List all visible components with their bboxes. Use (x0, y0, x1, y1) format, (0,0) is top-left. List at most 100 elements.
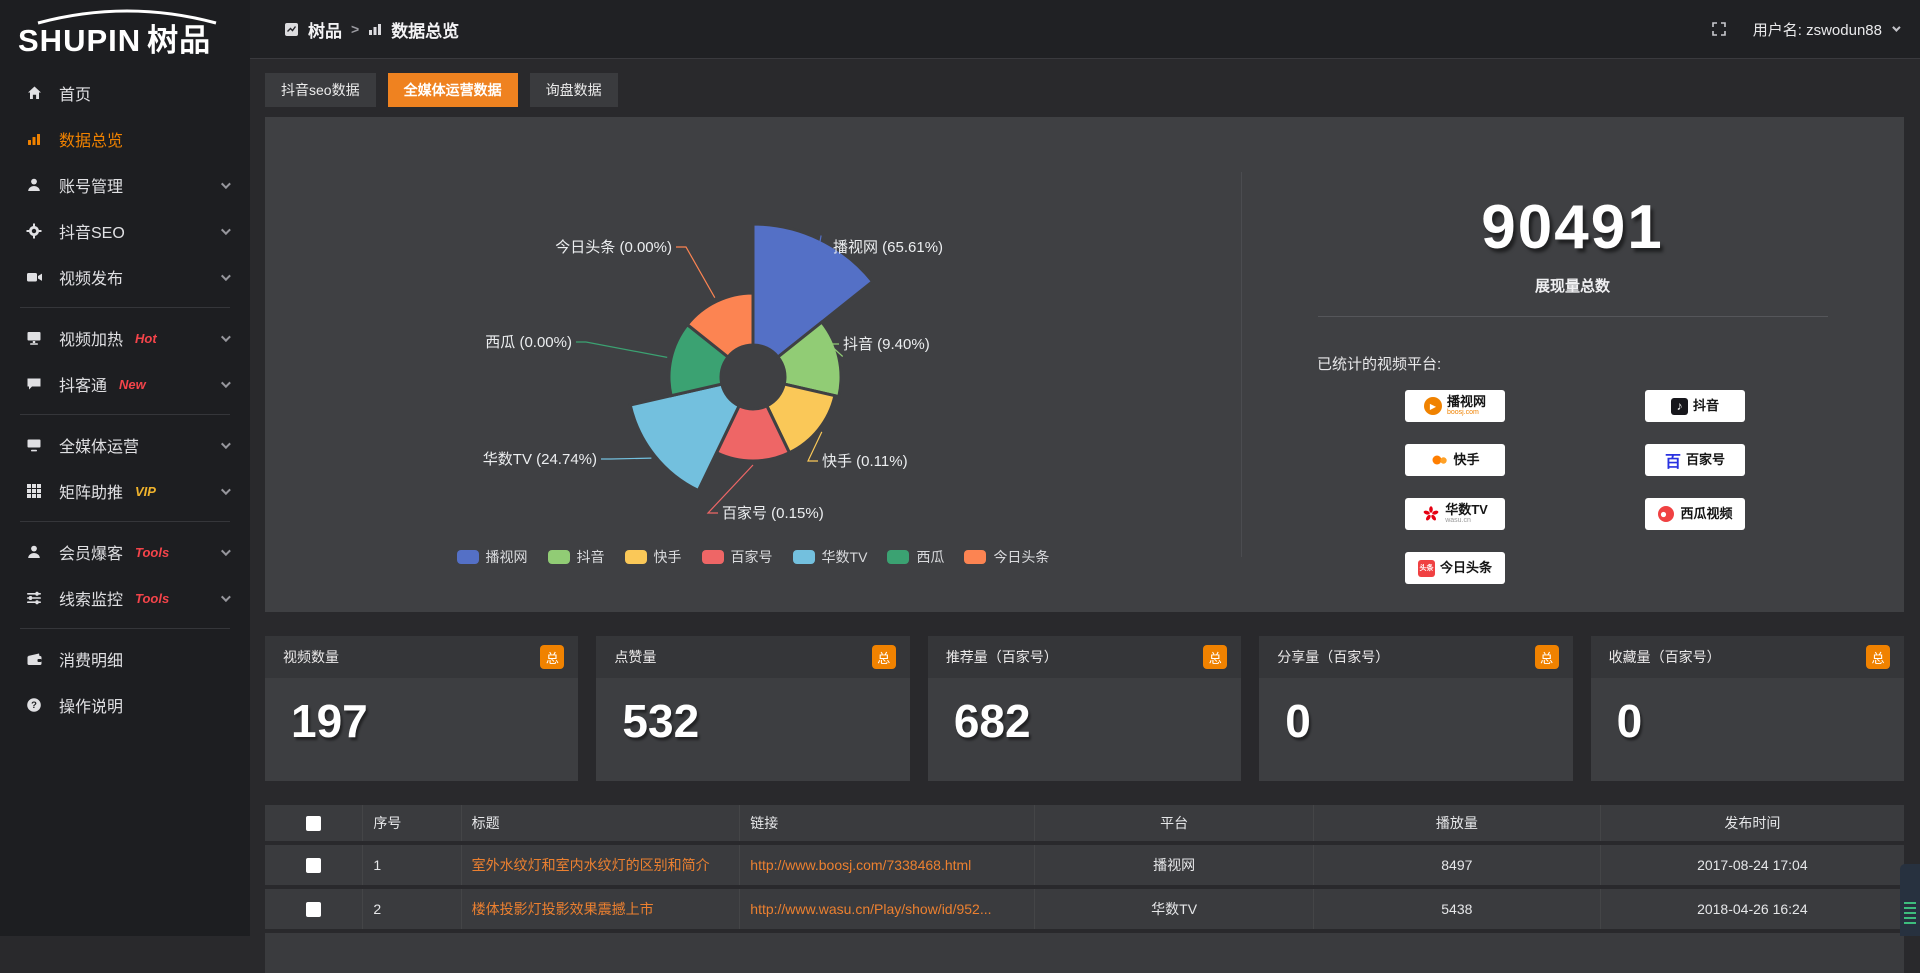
sidebar-divider (20, 307, 230, 308)
stat-label: 收藏量（百家号） (1609, 647, 1721, 667)
pie-label: 抖音 (9.40%) (843, 336, 930, 353)
chevron-down-icon (221, 332, 231, 342)
breadcrumb-item-current[interactable]: 数据总览 (391, 17, 459, 42)
sidebar-divider (20, 628, 230, 629)
video-title-link[interactable]: 室外水纹灯和室内水纹灯的区别和简介 (472, 855, 710, 875)
tab-media-operation-data[interactable]: 全媒体运营数据 (388, 73, 518, 107)
legend-item-wasu[interactable]: 华数TV (793, 547, 868, 567)
platform-badge-text: 抖音 (1693, 399, 1719, 413)
platform-badge-baijiahao: 百百家号 (1645, 444, 1745, 476)
sidebar-item-label: 抖客通 (59, 372, 107, 396)
pie-label-line (576, 342, 667, 357)
stat-card-header: 收藏量（百家号） 总 (1591, 636, 1904, 678)
video-url-link[interactable]: http://www.boosj.com/7338468.html (750, 857, 971, 873)
sidebar-item-label: 全媒体运营 (59, 433, 139, 457)
total-badge[interactable]: 总 (540, 645, 564, 669)
legend-swatch (702, 550, 724, 564)
total-badge[interactable]: 总 (872, 645, 896, 669)
sidebar-item-douyin-seo[interactable]: 抖音SEO (0, 208, 250, 254)
chevron-down-icon (221, 225, 231, 235)
table-cell (265, 889, 363, 929)
sidebar-item-video-publish[interactable]: 视频发布 (0, 254, 250, 300)
legend-item-toutiao[interactable]: 今日头条 (964, 547, 1049, 567)
pie-label: 今日头条 (0.00%) (555, 239, 672, 256)
legend-item-douyin[interactable]: 抖音 (548, 547, 605, 567)
legend-item-boosj[interactable]: 播视网 (457, 547, 528, 567)
sidebar-divider (20, 521, 230, 522)
stat-card-header: 视频数量总 (265, 636, 578, 678)
row-checkbox[interactable] (306, 858, 321, 873)
sidebar-item-home[interactable]: 首页 (0, 70, 250, 116)
total-badge[interactable]: 总 (1535, 645, 1559, 669)
table-header: 序号标题链接平台播放量发布时间 (265, 805, 1904, 841)
sidebar-item-help[interactable]: ?操作说明 (0, 682, 250, 728)
stat-value: 0 (1259, 678, 1572, 748)
user-menu[interactable]: 用户名: zswodun88 (1753, 19, 1898, 40)
table-row-partial (265, 933, 1904, 973)
stat-label: 点赞量 (614, 647, 656, 667)
sidebar-item-badge: Tools (135, 545, 169, 560)
legend-swatch (887, 550, 909, 564)
pie-label: 华数TV (24.74%) (483, 451, 597, 468)
table-cell: 8497 (1314, 845, 1601, 885)
stat-value: 197 (265, 678, 578, 748)
sidebar-item-label: 消费明细 (59, 647, 123, 671)
legend-item-baijiahao[interactable]: 百家号 (702, 547, 773, 567)
platform-badge-douyin: ♪抖音 (1645, 390, 1745, 422)
total-impressions-label: 展现量总数 (1241, 275, 1904, 296)
select-all-checkbox[interactable] (306, 816, 321, 831)
sidebar-item-media-operation[interactable]: 全媒体运营 (0, 422, 250, 468)
kuaishou-icon (1430, 451, 1448, 469)
legend-item-kuaishou[interactable]: 快手 (625, 547, 682, 567)
pie-slice-wasu[interactable] (630, 384, 739, 490)
total-impressions-value: 90491 (1241, 195, 1904, 261)
breadcrumb-item-root[interactable]: 树品 (308, 17, 342, 42)
video-title-link[interactable]: 楼体投影灯投影效果震撼上市 (472, 899, 654, 919)
total-badge[interactable]: 总 (1203, 645, 1227, 669)
user-icon (26, 177, 45, 193)
platform-name: 西瓜视频 (1680, 507, 1732, 521)
platform-name: 华数TV (1445, 503, 1488, 517)
table-header-cell: 标题 (462, 805, 741, 841)
chart-panel: 播视网 (65.61%)抖音 (9.40%)快手 (0.11%)百家号 (0.1… (265, 117, 1904, 612)
video-url-link[interactable]: http://www.wasu.cn/Play/show/id/952... (750, 901, 991, 917)
stat-label: 推荐量（百家号） (946, 647, 1058, 667)
sidebar-item-consume-detail[interactable]: 消费明细 (0, 636, 250, 682)
platform-name: 抖音 (1693, 399, 1719, 413)
sidebar-item-label: 账号管理 (59, 173, 123, 197)
sidebar-item-badge: Hot (135, 331, 157, 346)
rose-chart: 播视网 (65.61%)抖音 (9.40%)快手 (0.11%)百家号 (0.1… (265, 117, 1241, 612)
stat-value: 0 (1591, 678, 1904, 748)
tab-inquiry-data[interactable]: 询盘数据 (530, 73, 618, 107)
sidebar-item-account-manage[interactable]: 账号管理 (0, 162, 250, 208)
pie-label-line (601, 458, 651, 459)
platform-sub: wasu.cn (1445, 517, 1471, 525)
svg-text:?: ? (31, 700, 37, 711)
float-widget[interactable] (1900, 864, 1920, 936)
platform-badge-text: 西瓜视频 (1680, 507, 1732, 521)
total-badge[interactable]: 总 (1866, 645, 1890, 669)
tab-douyin-seo-data[interactable]: 抖音seo数据 (265, 73, 376, 107)
sidebar-item-badge: Tools (135, 591, 169, 606)
row-checkbox[interactable] (306, 902, 321, 917)
stat-label: 分享量（百家号） (1277, 647, 1389, 667)
xigua-icon (1657, 505, 1675, 523)
fullscreen-icon[interactable] (1711, 21, 1727, 37)
platform-badge-kuaishou: 快手 (1405, 444, 1505, 476)
grid-icon (26, 483, 45, 499)
table-cell: http://www.wasu.cn/Play/show/id/952... (740, 889, 1035, 929)
legend-item-xigua[interactable]: 西瓜 (887, 547, 944, 567)
sidebar-item-data-overview[interactable]: 数据总览 (0, 116, 250, 162)
summary-divider (1318, 316, 1828, 317)
tabs: 抖音seo数据全媒体运营数据询盘数据 (265, 73, 1904, 107)
